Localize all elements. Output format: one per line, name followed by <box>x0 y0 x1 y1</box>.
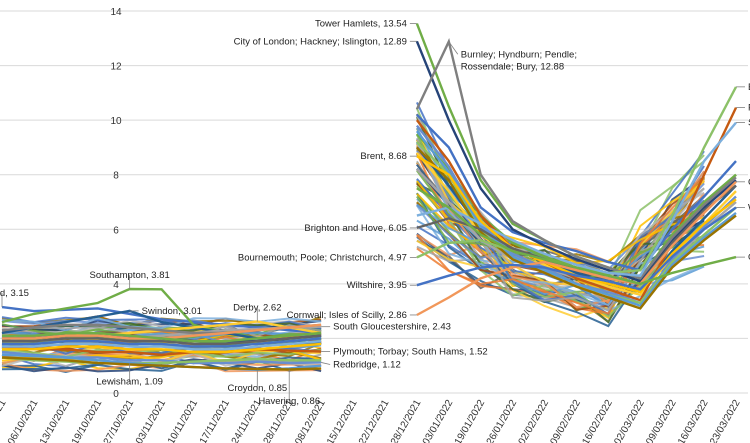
x-tick-label: 19/01/2022 <box>453 398 488 443</box>
annotation-label: City of London; Hackney; Islington, 12.8… <box>234 36 407 47</box>
annotation-label: Cornwall; Isles of Scilly, 2.86 <box>287 310 407 321</box>
x-tick-label: 19/10/2021 <box>70 398 105 443</box>
x-tick-label: 16/02/2022 <box>580 398 615 443</box>
annotation-label: Oldham, 4.98 <box>748 252 750 263</box>
annotation-label: Wiltshire, 3.95 <box>347 280 407 291</box>
annotation-label: Redbridge, 1.12 <box>333 360 401 371</box>
annotation-label: Lewisham, 1.09 <box>96 376 163 387</box>
x-tick-label: 13/10/2021 <box>38 398 73 443</box>
annotation-label: Derby, 2.62 <box>233 303 281 314</box>
x-tick-label: 23/03/2022 <box>708 398 743 443</box>
annotation-label: Burnley; Hyndburn; Pendle; <box>461 49 577 60</box>
x-tick-label: 02/02/2022 <box>517 398 552 443</box>
y-tick-label: 8 <box>113 171 119 182</box>
annotation-label: Southampton, 3.81 <box>90 270 170 281</box>
x-tick-label: 16/03/2022 <box>676 398 711 443</box>
x-tick-label: 02/03/2022 <box>612 398 647 443</box>
y-tick-label: 4 <box>113 280 119 291</box>
series-line <box>1 146 737 371</box>
annotation-label: Salford, 3.15 <box>0 288 29 299</box>
annotation-label: Tower Hamlets, 13.54 <box>315 19 407 30</box>
annotation-leader <box>448 41 459 55</box>
series-line <box>1 137 705 338</box>
x-tick-label: 09/03/2022 <box>644 398 679 443</box>
annotation-label: Bournemouth; Poole; Christchurch, 11.22 <box>748 82 750 93</box>
annotation-label: Wiltshire, 6.80 <box>748 202 750 213</box>
annotation-label: Rossendale; Bury, 12.88 <box>461 61 564 72</box>
x-tick-label: 17/11/2021 <box>198 398 232 443</box>
series-line <box>1 107 738 357</box>
annotation-label: South Gloucestershire, 2.43 <box>333 322 451 333</box>
y-tick-label: 10 <box>110 116 122 127</box>
y-tick-label: 0 <box>113 389 119 400</box>
annotation-label: Plymouth; Torbay; South Hams, 10.46 <box>748 103 750 114</box>
annotation-label: Brighton and Hove, 6.05 <box>304 223 406 234</box>
annotation-label: Brent, 8.68 <box>360 151 406 162</box>
x-tick-label: 27/10/2021 <box>102 398 137 443</box>
annotation-label: Suffolk Coastal; Waveney, 9.91 <box>748 118 750 129</box>
x-tick-label: 03/01/2022 <box>421 398 456 443</box>
series-line <box>2 187 737 343</box>
x-tick-label: 29/09/2021 <box>0 398 9 443</box>
x-axis: 29/09/202106/10/202113/10/202119/10/2021… <box>0 398 743 443</box>
data-annotations: Tower Hamlets, 13.54 City of London; Hack… <box>0 19 750 407</box>
x-tick-label: 03/11/2021 <box>134 398 168 443</box>
series-line <box>2 206 737 348</box>
y-tick-label: 6 <box>113 225 119 236</box>
x-tick-label: 06/10/2021 <box>6 398 41 443</box>
x-tick-label: 09/02/2022 <box>548 398 583 443</box>
x-tick-label: 22/12/2021 <box>357 398 392 443</box>
annotation-label: Cornwall; Isles of Scilly, 7.74 <box>748 177 750 188</box>
y-tick-label: 14 <box>110 7 122 18</box>
x-tick-label: 28/12/2021 <box>389 398 424 443</box>
annotation-label: Bournemouth; Poole; Christchurch, 4.97 <box>238 252 407 263</box>
x-tick-label: 10/11/2021 <box>166 398 200 443</box>
x-tick-label: 15/12/2021 <box>325 398 360 443</box>
annotation-label: Havering, 0.86 <box>258 396 320 407</box>
x-tick-label: 26/01/2022 <box>485 398 520 443</box>
y-tick-label: 12 <box>110 62 122 73</box>
labeled-series <box>1 23 738 372</box>
annotation-label: Croydon, 0.85 <box>227 383 287 394</box>
series-line <box>1 141 705 332</box>
annotation-leader <box>321 362 331 365</box>
annotation-label: Swindon, 3.01 <box>142 306 202 317</box>
series-line <box>2 121 737 351</box>
annotation-label: Plymouth; Torbay; South Hams, 1.52 <box>333 347 488 358</box>
